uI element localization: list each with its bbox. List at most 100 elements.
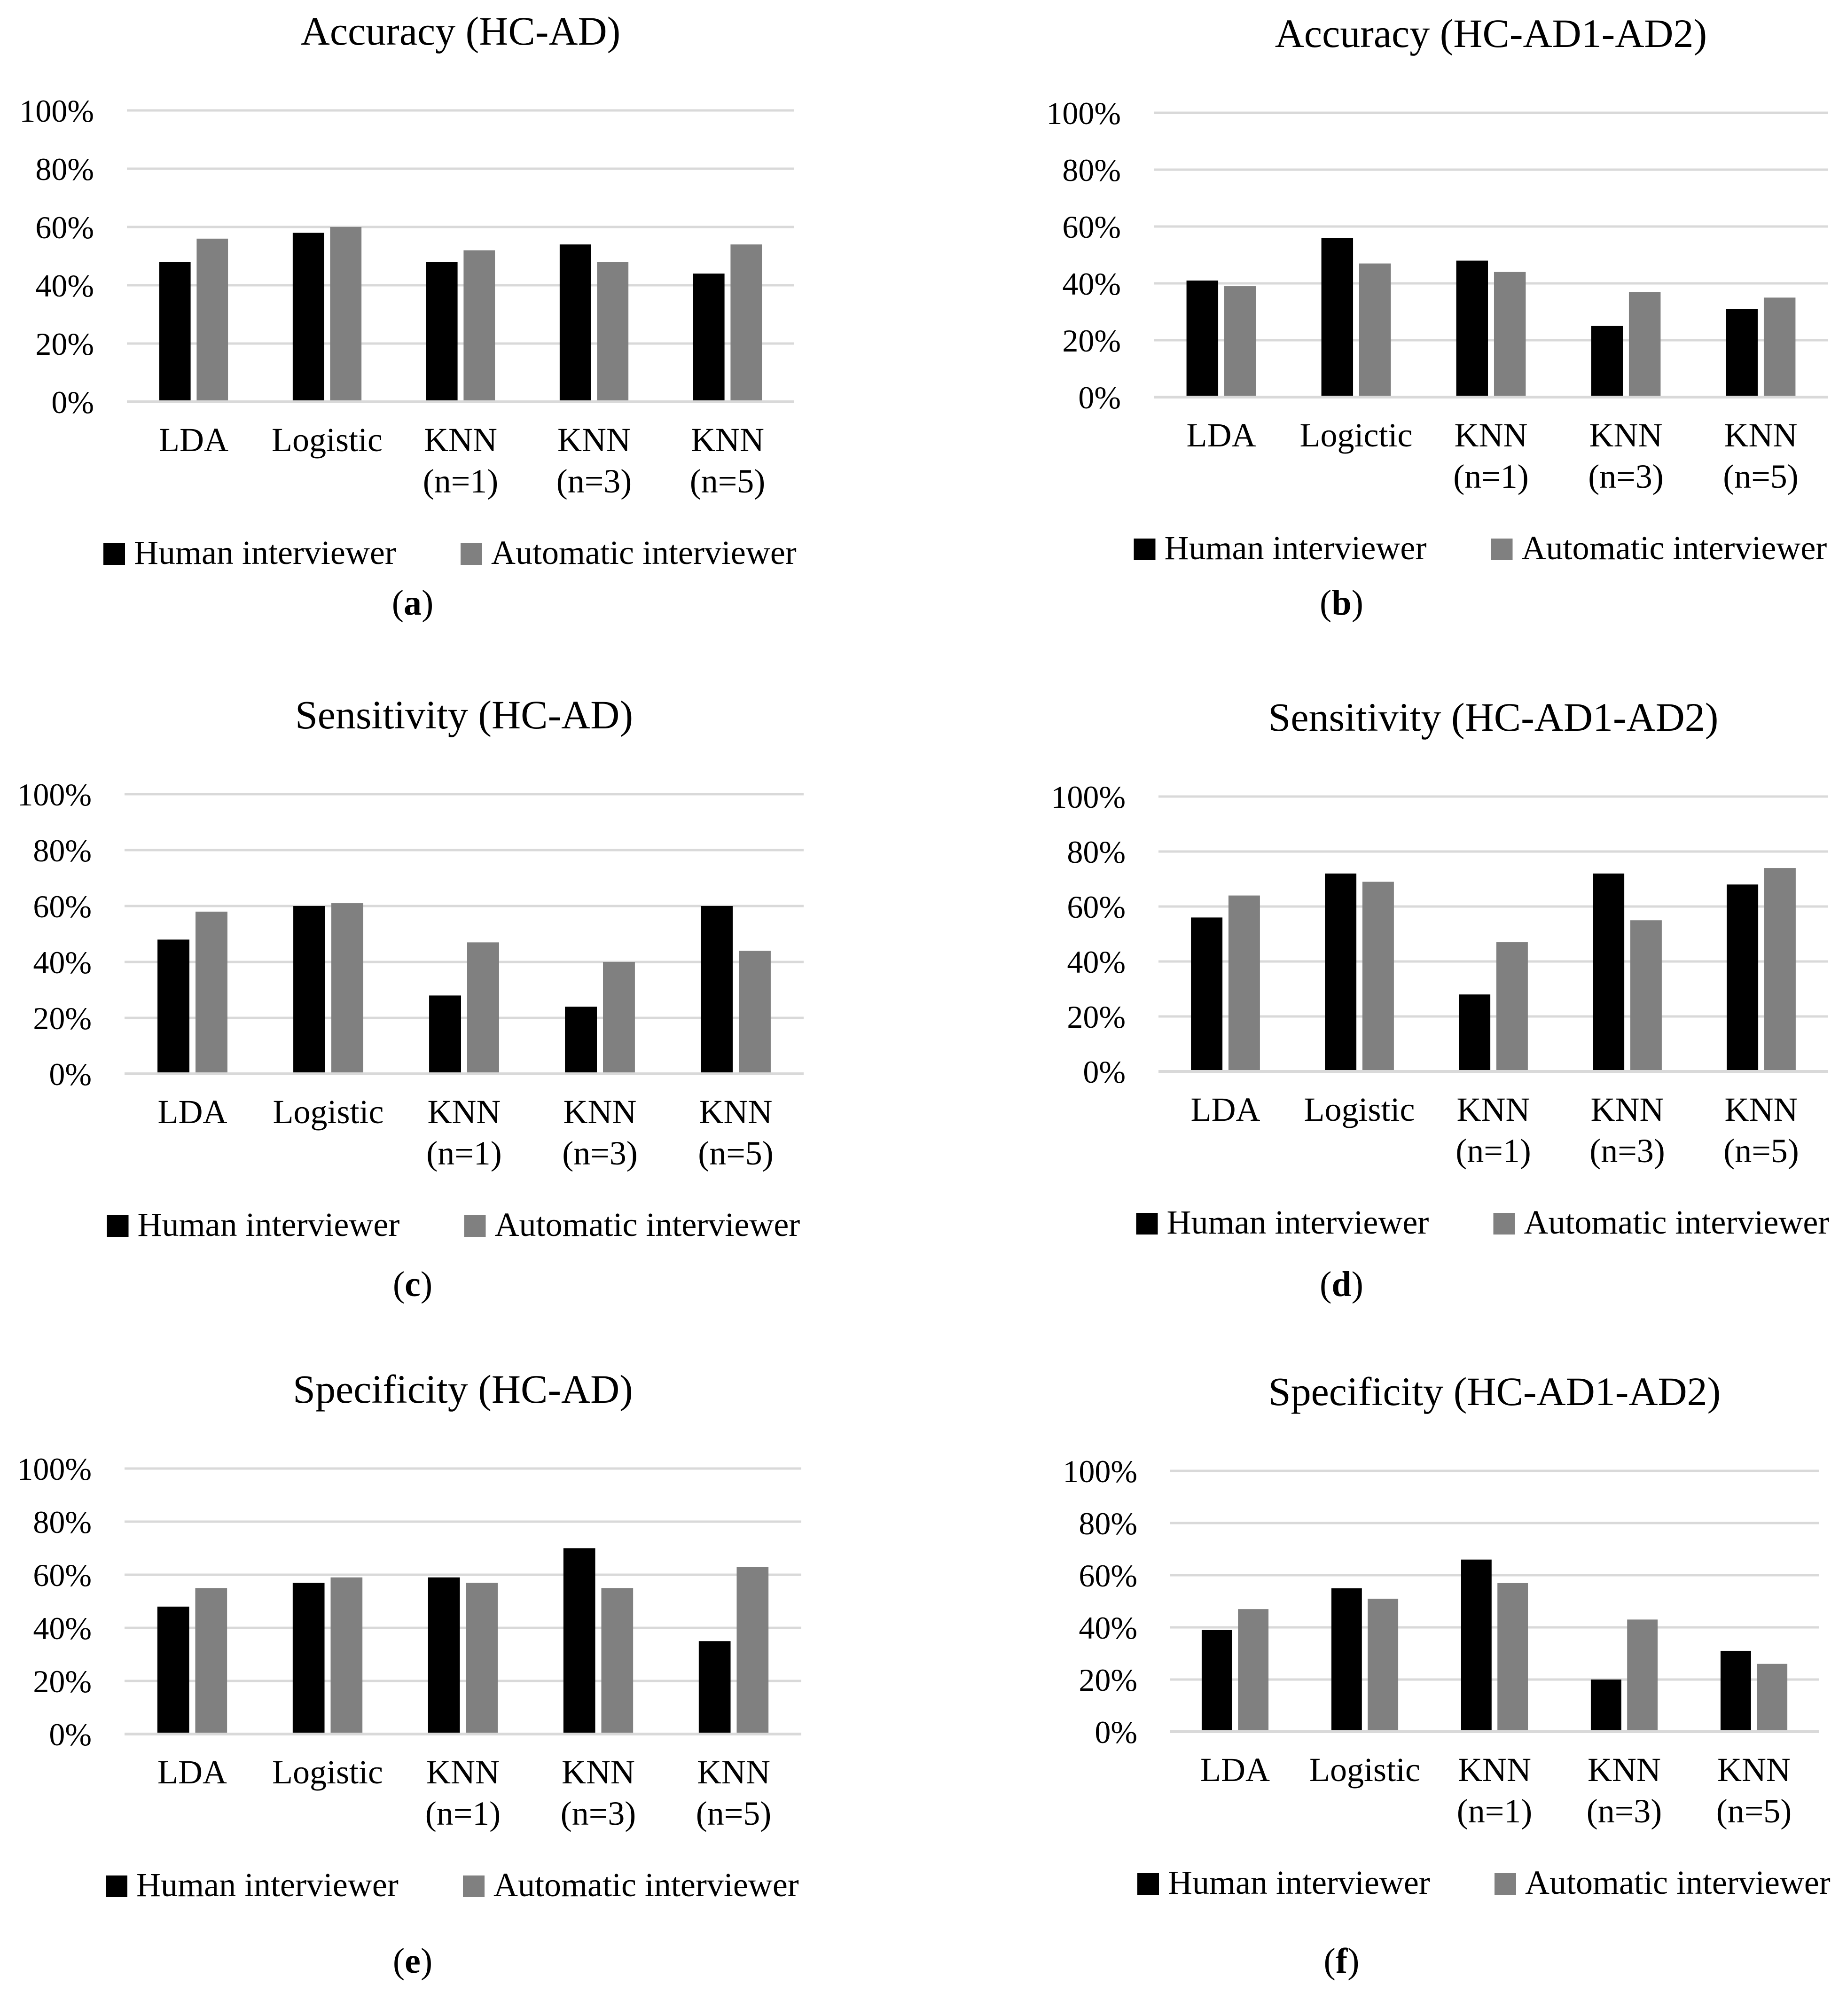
category-label: KNN (n=3) bbox=[1588, 416, 1664, 495]
category-label: KNN (n=1) bbox=[426, 1093, 502, 1172]
category-label: KNN (n=1) bbox=[1457, 1751, 1533, 1830]
y-tick-label: 20% bbox=[1062, 323, 1121, 359]
chart-svg: Sensitivity (HC-AD1-AD2) 0% 20% 40% 60% 80% 10… bbox=[1051, 695, 1829, 1241]
y-tick-label: 40% bbox=[1067, 944, 1126, 980]
y-tick-label: 80% bbox=[33, 1504, 92, 1540]
bar-automatic bbox=[1627, 1619, 1658, 1732]
bar-automatic bbox=[1764, 868, 1796, 1071]
legend-label: Human interviewer bbox=[1168, 1864, 1430, 1901]
y-tick-label: 20% bbox=[1067, 999, 1126, 1035]
bar-human bbox=[426, 262, 458, 402]
y-tick-label: 60% bbox=[1079, 1558, 1137, 1594]
legend-label: Human interviewer bbox=[134, 534, 396, 571]
y-tick-label: 60% bbox=[1062, 209, 1121, 245]
category-label: LDA bbox=[1191, 1091, 1260, 1128]
caption-label: b bbox=[1331, 583, 1352, 623]
category-label: KNN (n=3) bbox=[561, 1753, 636, 1832]
legend-swatch-automatic bbox=[1495, 1873, 1516, 1895]
y-tick-label: 80% bbox=[33, 833, 92, 868]
y-tick-label: 100% bbox=[1063, 1453, 1137, 1489]
legend-swatch-automatic bbox=[461, 543, 482, 565]
category-label: Logictic bbox=[1300, 416, 1413, 454]
chart-title: Sensitivity (HC-AD1-AD2) bbox=[1268, 695, 1719, 740]
legend-swatch-automatic bbox=[463, 1875, 485, 1897]
category-label: Logistic bbox=[1304, 1091, 1415, 1128]
category-label: KNN (n=5) bbox=[1716, 1751, 1792, 1830]
category-label: Logistic bbox=[272, 421, 383, 459]
bar-automatic bbox=[1224, 286, 1256, 397]
legend-label: Human interviewer bbox=[1167, 1203, 1429, 1241]
category-label: LDA bbox=[159, 421, 228, 459]
caption-label: d bbox=[1331, 1265, 1352, 1304]
bar-human bbox=[1456, 260, 1488, 397]
category-label: KNN (n=1) bbox=[425, 1753, 501, 1832]
bar-automatic bbox=[467, 942, 499, 1074]
bar-human bbox=[157, 1606, 189, 1734]
chart-title: Accuracy (HC-AD1-AD2) bbox=[1275, 11, 1707, 56]
bar-automatic bbox=[330, 227, 362, 402]
caption-f: (f) bbox=[1323, 1941, 1360, 1981]
y-tick-label: 20% bbox=[1079, 1662, 1137, 1698]
legend-swatch-human bbox=[103, 543, 125, 565]
bar-automatic bbox=[466, 1582, 498, 1734]
bar-human bbox=[1593, 873, 1625, 1071]
chart-title: Specificity (HC-AD1-AD2) bbox=[1268, 1369, 1721, 1414]
y-tick-label: 100% bbox=[17, 777, 92, 813]
bar-automatic bbox=[1494, 272, 1526, 397]
category-label: KNN (n=5) bbox=[696, 1753, 772, 1832]
category-label: KNN (n=1) bbox=[1453, 416, 1529, 495]
category-label: KNN (n=1) bbox=[423, 421, 499, 500]
category-label: KNN (n=5) bbox=[690, 421, 766, 500]
y-tick-label: 100% bbox=[1051, 779, 1126, 815]
y-tick-label: 20% bbox=[33, 1000, 92, 1036]
caption-label: c bbox=[405, 1265, 421, 1304]
y-tick-label: 60% bbox=[33, 1557, 92, 1593]
caption-label: e bbox=[405, 1941, 421, 1981]
bar-human bbox=[565, 1007, 597, 1074]
legend-swatch-automatic bbox=[464, 1215, 486, 1237]
caption-a: (a) bbox=[391, 583, 434, 623]
chart-title: Specificity (HC-AD) bbox=[293, 1367, 633, 1412]
category-label: KNN (n=3) bbox=[556, 421, 632, 500]
legend-swatch-human bbox=[1137, 1873, 1159, 1895]
y-tick-label: 80% bbox=[1067, 834, 1126, 870]
chart-panel-c: Sensitivity (HC-AD) 0% 20% 40% 60% 80% 100% LDA… bbox=[0, 672, 919, 1344]
category-label: KNN (n=3) bbox=[562, 1093, 638, 1172]
y-tick-label: 80% bbox=[1079, 1506, 1137, 1541]
bar-human bbox=[1325, 873, 1357, 1071]
y-tick-label: 40% bbox=[1062, 266, 1121, 302]
bar-automatic bbox=[1362, 882, 1394, 1071]
y-tick-label: 40% bbox=[35, 268, 94, 304]
legend-swatch-human bbox=[1134, 539, 1156, 560]
bar-human bbox=[159, 262, 191, 402]
y-tick-label: 0% bbox=[49, 1717, 92, 1752]
legend-label: Automatic interviewer bbox=[493, 1866, 799, 1904]
chart-panel-e: Specificity (HC-AD) 0% 20% 40% 60% 80% 100% LDA… bbox=[0, 1344, 919, 2016]
chart-panel-d: Sensitivity (HC-AD1-AD2) 0% 20% 40% 60% 80% 10… bbox=[919, 672, 1839, 1344]
y-tick-label: 100% bbox=[17, 1451, 92, 1487]
chart-panel-a: Accuracy (HC-AD) 0% 20% 40% 60% 80% 100% LDA Log… bbox=[0, 0, 919, 672]
category-label: Logistic bbox=[272, 1753, 383, 1791]
y-tick-label: 100% bbox=[1046, 95, 1121, 131]
bar-human bbox=[292, 233, 324, 402]
legend-label: Human interviewer bbox=[138, 1206, 400, 1243]
bar-automatic bbox=[601, 1588, 634, 1734]
y-tick-label: 0% bbox=[49, 1056, 92, 1092]
bar-automatic bbox=[1497, 1583, 1528, 1732]
bar-automatic bbox=[331, 903, 363, 1074]
bar-human bbox=[1726, 309, 1758, 397]
caption-e: (e) bbox=[392, 1941, 433, 1981]
category-label: KNN (n=3) bbox=[1589, 1091, 1665, 1170]
bar-automatic bbox=[1228, 895, 1260, 1071]
legend-label: Automatic interviewer bbox=[495, 1206, 800, 1243]
bar-human bbox=[1720, 1650, 1751, 1732]
bar-automatic bbox=[730, 244, 762, 402]
chart-svg: Accuracy (HC-AD1-AD2) 0% 20% 40% 60% 80% 100% L… bbox=[1046, 11, 1828, 567]
y-tick-label: 40% bbox=[1079, 1610, 1137, 1646]
bar-automatic bbox=[1763, 297, 1796, 397]
bar-automatic bbox=[1628, 292, 1661, 397]
y-tick-label: 80% bbox=[1062, 152, 1121, 188]
bar-human bbox=[1727, 884, 1759, 1071]
y-tick-label: 0% bbox=[1095, 1714, 1137, 1750]
y-tick-label: 40% bbox=[33, 1610, 92, 1646]
